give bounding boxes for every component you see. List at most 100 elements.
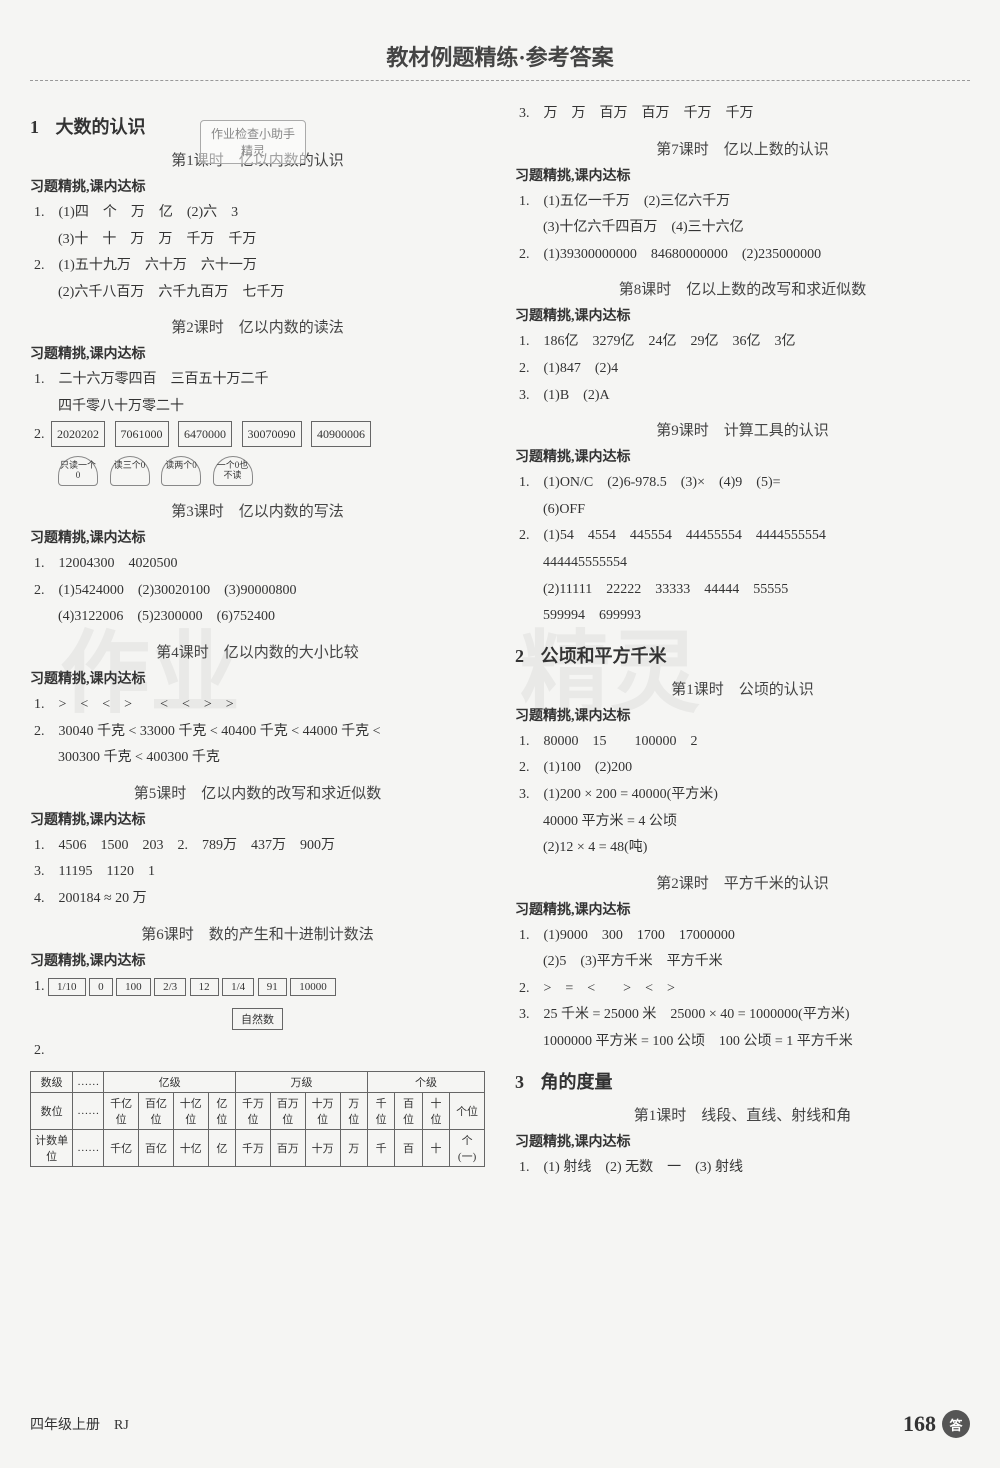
right-column: 3. 万 万 百万 百万 千万 千万 第7课时 亿以上数的认识 习题精挑,课内达… — [515, 101, 970, 1181]
l6-natural-box: 自然数 — [30, 1008, 485, 1030]
l1-i1: 1. (1)四 个 万 亿 (2)六 3 — [34, 200, 485, 227]
t-r1c0: 数级 — [31, 1071, 73, 1092]
table-row-1: 数级 …… 亿级 万级 个级 — [31, 1071, 485, 1092]
lesson2-1-sub: 习题精挑,课内达标 — [515, 705, 970, 725]
l21-i2: 2. (1)100 (2)200 — [519, 755, 970, 782]
l3-i2b: (4)3122006 (5)2300000 (6)752400 — [58, 604, 485, 631]
l9-i1b: (6)OFF — [543, 497, 970, 524]
t-r3c7: 百万 — [270, 1129, 305, 1166]
l6-i2: 2. — [34, 1038, 485, 1065]
l22-i3b: 1000000 平方米 = 100 公顷 100 公顷 = 1 平方千米 — [543, 1029, 970, 1056]
l1-i1b: (3)十 十 万 万 千万 千万 — [58, 227, 485, 254]
l22-i2: 2. > = < > < > — [519, 976, 970, 1003]
l2-box3: 30070090 — [242, 421, 302, 448]
l4-i2: 2. 30040 千克 < 33000 千克 < 40400 千克 < 4400… — [34, 719, 485, 746]
l6-natural: 自然数 — [232, 1008, 283, 1030]
t-r2c0: 数位 — [31, 1092, 73, 1129]
t-r3c5: 亿 — [208, 1129, 235, 1166]
l5-i3: 3. 11195 1120 1 — [34, 859, 485, 886]
l4-i2b: 300300 千克 < 400300 千克 — [58, 745, 485, 772]
t-r3c2: 千亿 — [104, 1129, 139, 1166]
l5-i1: 1. 4506 1500 203 2. 789万 437万 900万 — [34, 833, 485, 860]
t-r2c5: 亿位 — [208, 1092, 235, 1129]
t-r1c3: 万级 — [236, 1071, 368, 1092]
lesson2-sub: 习题精挑,课内达标 — [30, 343, 485, 363]
content-area: 1 大数的认识 第1课时 亿以内数的认识 习题精挑,课内达标 1. (1)四 个… — [30, 101, 970, 1181]
chapter1-num: 1 — [30, 117, 39, 138]
t-r2c6: 千万位 — [236, 1092, 271, 1129]
lesson3-title: 第3课时 亿以内数的写法 — [30, 500, 485, 521]
l9-i2: 2. (1)54 4554 445554 44455554 4444555554 — [519, 523, 970, 550]
l31-i1: 1. (1) 射线 (2) 无数 一 (3) 射线 — [519, 1155, 970, 1182]
t-r2c1: …… — [73, 1092, 104, 1129]
t-r2c7: 百万位 — [270, 1092, 305, 1129]
lesson3-sub: 习题精挑,课内达标 — [30, 527, 485, 547]
l21-i1: 1. 80000 15 100000 2 — [519, 729, 970, 756]
yurt1: 读三个0 — [110, 456, 150, 486]
t-r3c0: 计数单位 — [31, 1129, 73, 1166]
l2-box0: 2020202 — [51, 421, 105, 448]
yurt3: 一个0也不读 — [213, 456, 253, 486]
l7-i2: 2. (1)39300000000 84680000000 (2)2350000… — [519, 242, 970, 269]
l6-i1-num: 1. — [34, 979, 45, 994]
l6-box6: 91 — [258, 978, 287, 996]
t-r3c11: 百 — [395, 1129, 422, 1166]
table-row-3: 计数单位 …… 千亿 百亿 十亿 亿 千万 百万 十万 万 千 百 十 个(一) — [31, 1129, 485, 1166]
lesson2-2-sub: 习题精挑,课内达标 — [515, 899, 970, 919]
l2-i2-num: 2. — [34, 427, 45, 442]
l3-i2: 2. (1)5424000 (2)30020100 (3)90000800 — [34, 578, 485, 605]
t-r3c13: 个(一) — [450, 1129, 485, 1166]
l9-i2c: (2)11111 22222 33333 44444 55555 — [543, 577, 970, 604]
l6-box1: 0 — [89, 978, 113, 996]
t-r1c4: 个级 — [367, 1071, 484, 1092]
t-r2c3: 百亿位 — [139, 1092, 174, 1129]
l6-box4: 12 — [190, 978, 219, 996]
lesson5-title: 第5课时 亿以内数的改写和求近似数 — [30, 782, 485, 803]
yurt2: 读两个0 — [161, 456, 201, 486]
lesson2-2-title: 第2课时 平方千米的认识 — [515, 872, 970, 893]
l2-box2: 6470000 — [178, 421, 232, 448]
lesson1-sub: 习题精挑,课内达标 — [30, 176, 485, 196]
t-r2c10: 千位 — [367, 1092, 394, 1129]
l9-i2d: 599994 699993 — [543, 603, 970, 630]
stamp-line2: 精灵 — [211, 142, 295, 159]
l9-i2b: 444445555554 — [543, 550, 970, 577]
t-r3c10: 千 — [367, 1129, 394, 1166]
stamp-line1: 作业检查小助手 — [211, 125, 295, 142]
l2-box1: 7061000 — [115, 421, 169, 448]
l1-i2: 2. (1)五十九万 六十万 六十一万 — [34, 253, 485, 280]
lesson2-title: 第2课时 亿以内数的读法 — [30, 316, 485, 337]
stamp-box: 作业检查小助手 精灵 — [200, 120, 306, 164]
t-r2c8: 十万位 — [305, 1092, 340, 1129]
t-r3c12: 十 — [422, 1129, 449, 1166]
footer-right: 168 答 — [903, 1410, 970, 1438]
t-r2c13: 个位 — [450, 1092, 485, 1129]
table-row-2: 数位 …… 千亿位 百亿位 十亿位 亿位 千万位 百万位 十万位 万位 千位 百… — [31, 1092, 485, 1129]
footer-left: 四年级上册 RJ — [30, 1414, 129, 1434]
l21-i3b: 40000 平方米 = 4 公顷 — [543, 809, 970, 836]
chapter3-title: 3 角的度量 — [515, 1068, 970, 1094]
lesson4-sub: 习题精挑,课内达标 — [30, 668, 485, 688]
l22-i1b: (2)5 (3)平方千米 平方千米 — [543, 949, 970, 976]
chapter2-num: 2 — [515, 646, 524, 667]
answer-badge: 答 — [942, 1410, 970, 1438]
page-number: 168 — [903, 1411, 936, 1437]
lesson6-title: 第6课时 数的产生和十进制计数法 — [30, 923, 485, 944]
chapter3-num: 3 — [515, 1072, 524, 1093]
l9-i1: 1. (1)ON/C (2)6-978.5 (3)× (4)9 (5)= — [519, 470, 970, 497]
lesson8-sub: 习题精挑,课内达标 — [515, 305, 970, 325]
l8-i2: 2. (1)847 (2)4 — [519, 356, 970, 383]
lesson9-title: 第9课时 计算工具的认识 — [515, 419, 970, 440]
l7-i1b: (3)十亿六千四百万 (4)三十六亿 — [543, 215, 970, 242]
l2-box4: 40900006 — [311, 421, 371, 448]
l21-i3c: (2)12 × 4 = 48(吨) — [543, 835, 970, 862]
l2-i1b: 四千零八十万零二十 — [58, 394, 485, 421]
t-r3c3: 百亿 — [139, 1129, 174, 1166]
l22-i3: 3. 25 千米 = 25000 米 25000 × 40 = 1000000(… — [519, 1002, 970, 1029]
t-r2c11: 百位 — [395, 1092, 422, 1129]
lesson3-1-sub: 习题精挑,课内达标 — [515, 1131, 970, 1151]
l2-yurt-row: 只读一个0 读三个0 读两个0 一个0也不读 — [54, 452, 485, 490]
chapter2-text: 公顷和平方千米 — [541, 646, 667, 666]
lesson3-1-title: 第1课时 线段、直线、射线和角 — [515, 1104, 970, 1125]
t-r3c9: 万 — [340, 1129, 367, 1166]
